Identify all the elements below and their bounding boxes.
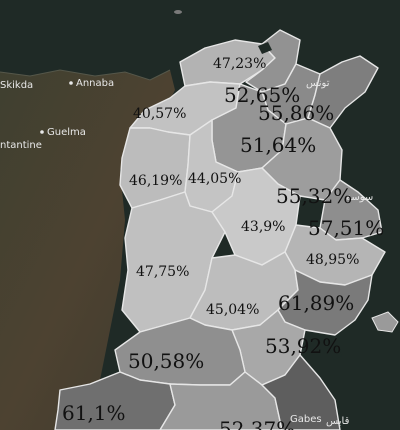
region-label: 61,89% — [278, 291, 354, 315]
city-label: Annaba — [76, 78, 114, 89]
region-label: 53,92% — [265, 334, 341, 358]
region-nabeul[interactable] — [307, 55, 379, 129]
region-label: 52,65% — [224, 83, 300, 107]
region-label: 46,19% — [129, 173, 182, 189]
region-label: 48,95% — [306, 252, 359, 268]
regions — [54, 29, 386, 430]
region-label: 57,51% — [308, 216, 384, 240]
region-label: 45,04% — [206, 302, 259, 318]
city-label: ntantine — [0, 140, 42, 151]
lake-icon — [258, 42, 272, 54]
region-label: 61,1% — [62, 401, 126, 425]
algeria-land — [0, 70, 175, 430]
city-label: Gabes — [290, 414, 322, 425]
region-labels: 47,23% 52,65% 55,86% 40,57% 51,64% 46,19… — [62, 56, 384, 430]
region-label: 43,9% — [241, 219, 285, 235]
city-label: Guelma — [47, 127, 86, 138]
region-label: 47,23% — [213, 56, 266, 72]
city-label: سوسة — [346, 192, 373, 203]
region-sfax[interactable] — [277, 269, 373, 336]
guelma-dot — [40, 130, 44, 134]
region-label: 55,32% — [276, 184, 352, 208]
region-label: 40,57% — [133, 106, 186, 122]
region-label: 52,37% — [219, 417, 295, 430]
galite-island — [174, 10, 182, 14]
region-label: 50,58% — [128, 349, 204, 373]
region-gabes[interactable] — [261, 354, 341, 430]
region-label: 47,75% — [136, 264, 189, 280]
kerkennah-island — [371, 311, 399, 333]
coast-strip — [0, 69, 171, 81]
region-label: 55,86% — [258, 101, 334, 125]
gulf-lake-icon — [330, 346, 342, 360]
city-label: تونس — [306, 78, 330, 89]
city-label: قابس — [326, 416, 350, 427]
region-label: 51,64% — [240, 133, 316, 157]
city-labels: Skikda Annaba Guelma ntantine Gabes تونس… — [0, 78, 373, 427]
city-label: Skikda — [0, 80, 33, 91]
region-label: 44,05% — [188, 171, 241, 187]
annaba-dot — [69, 81, 73, 85]
